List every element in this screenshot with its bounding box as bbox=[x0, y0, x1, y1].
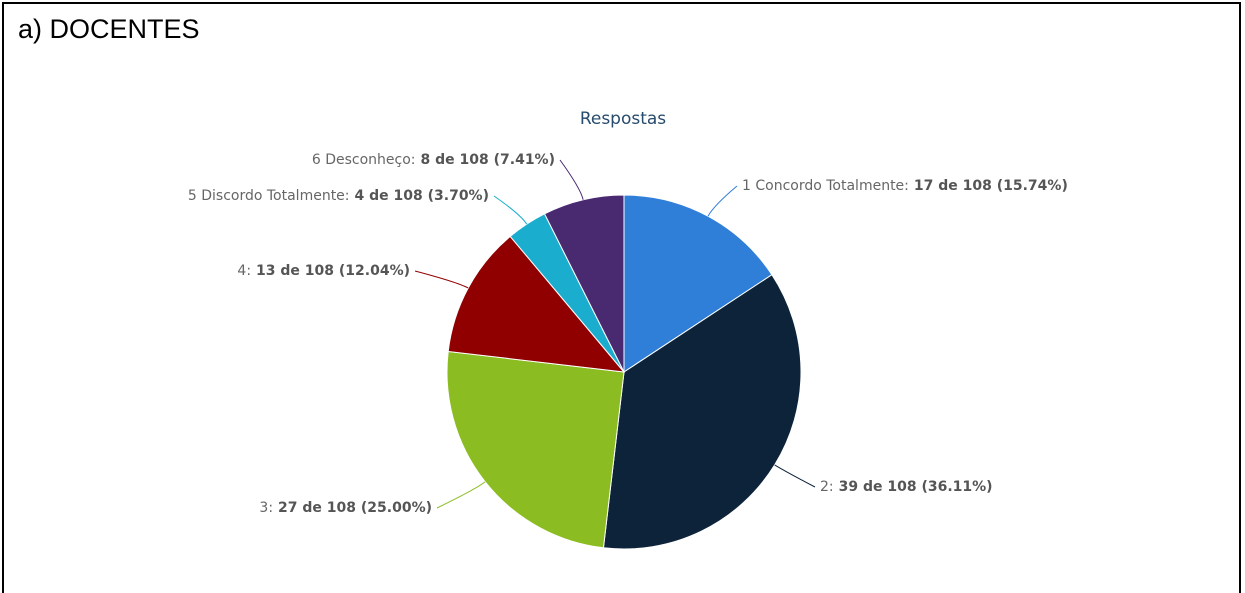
pie-slice bbox=[543, 194, 625, 373]
data-label: 6 Desconheço: 8 de 108 (7.41%) bbox=[312, 152, 555, 168]
data-label: 2: 39 de 108 (36.11%) bbox=[820, 479, 993, 495]
data-label: 1 Concordo Totalmente: 17 de 108 (15.74%) bbox=[742, 178, 1068, 194]
label-category: 4: bbox=[237, 263, 251, 279]
label-value: 27 de 108 (25.00%) bbox=[278, 500, 432, 516]
connector bbox=[414, 270, 469, 289]
pie-slice bbox=[602, 274, 802, 550]
chart-title: Respostas bbox=[580, 109, 666, 129]
label-category: 5 Discordo Totalmente: bbox=[188, 188, 350, 204]
connector bbox=[774, 464, 816, 488]
pie-slice bbox=[447, 235, 626, 373]
label-category: 3: bbox=[259, 500, 273, 516]
pie-slice bbox=[623, 194, 773, 373]
connector bbox=[707, 185, 738, 217]
heading: a) DOCENTES bbox=[18, 14, 200, 44]
label-value: 17 de 108 (15.74%) bbox=[914, 178, 1068, 194]
label-value: 8 de 108 (7.41%) bbox=[421, 152, 555, 168]
data-label: 3: 27 de 108 (25.00%) bbox=[259, 500, 432, 516]
label-value: 13 de 108 (12.04%) bbox=[256, 263, 410, 279]
connector bbox=[559, 159, 584, 200]
connector bbox=[436, 481, 486, 509]
label-value: 39 de 108 (36.11%) bbox=[839, 479, 993, 495]
label-category: 1 Concordo Totalmente: bbox=[742, 178, 909, 194]
label-category: 2: bbox=[820, 479, 834, 495]
pie-slice bbox=[446, 350, 625, 549]
label-value: 4 de 108 (3.70%) bbox=[355, 188, 489, 204]
data-label: 5 Discordo Totalmente: 4 de 108 (3.70%) bbox=[188, 188, 489, 204]
data-label: 4: 13 de 108 (12.04%) bbox=[237, 263, 410, 279]
connector bbox=[493, 195, 528, 225]
label-category: 6 Desconheço: bbox=[312, 152, 416, 168]
